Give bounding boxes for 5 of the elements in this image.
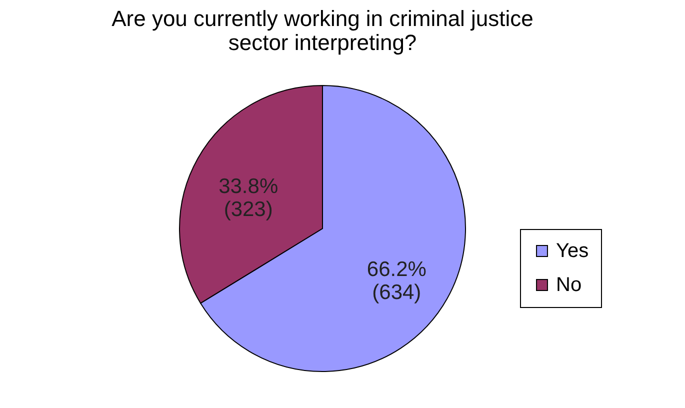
- legend-label: Yes: [556, 240, 589, 262]
- data-label: 33.8% (323): [218, 174, 278, 221]
- data-label: 66.2% (634): [366, 258, 426, 304]
- chart-title: Are you currently working in criminal justice sector interpreting?: [112, 6, 534, 55]
- legend-label: No: [556, 274, 582, 296]
